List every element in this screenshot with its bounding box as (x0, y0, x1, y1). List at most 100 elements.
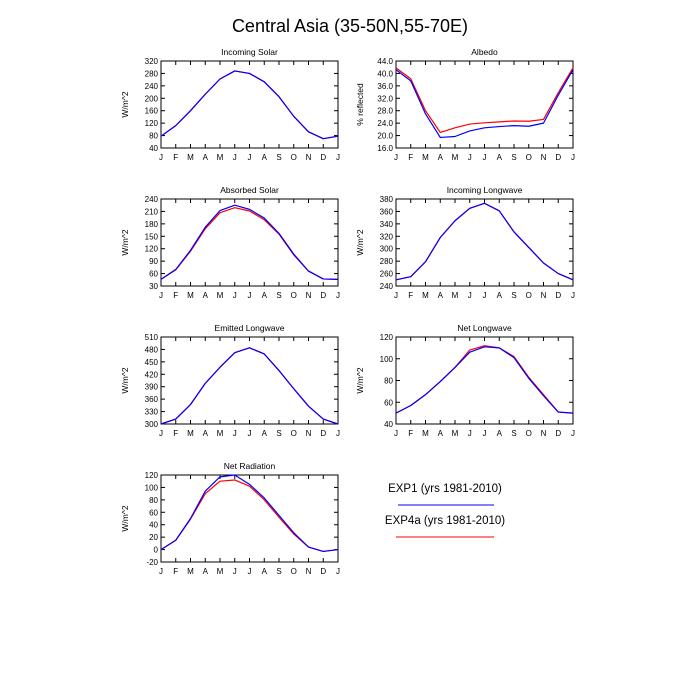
x-tick-label: M (422, 291, 429, 300)
series-line-exp4a (160, 347, 339, 425)
y-axis-label: % reflected (355, 83, 365, 126)
x-tick-label: O (291, 429, 297, 438)
x-tick-label: A (203, 291, 209, 300)
series-line-exp4a (160, 207, 339, 280)
y-tick-label: 480 (145, 345, 159, 354)
y-tick-label: 32.0 (377, 94, 393, 103)
x-tick-label: J (233, 291, 237, 300)
x-tick-label: D (555, 429, 561, 438)
y-tick-label: 28.0 (377, 107, 393, 116)
x-tick-label: J (468, 429, 472, 438)
y-tick-label: 40 (149, 144, 158, 153)
x-tick-label: J (394, 429, 398, 438)
x-tick-label: S (276, 291, 281, 300)
x-tick-label: D (555, 153, 561, 162)
y-tick-label: 360 (380, 207, 394, 216)
x-tick-label: N (541, 153, 547, 162)
y-tick-label: 160 (145, 107, 159, 116)
y-tick-label: 40.0 (377, 69, 393, 78)
y-axis-label: W/m^2 (120, 229, 130, 255)
x-tick-label: O (526, 291, 532, 300)
y-tick-label: 60 (149, 508, 158, 517)
y-tick-label: 330 (145, 408, 159, 417)
x-tick-label: A (262, 429, 268, 438)
y-tick-label: 300 (380, 245, 394, 254)
x-tick-label: N (306, 429, 312, 438)
plot-frame (160, 474, 339, 563)
x-tick-label: F (173, 567, 178, 576)
x-tick-label: J (394, 291, 398, 300)
panel-title: Net Radiation (224, 461, 276, 471)
x-tick-label: N (306, 291, 312, 300)
x-tick-label: A (497, 291, 503, 300)
series-line-exp1 (395, 346, 574, 414)
x-tick-label: J (248, 291, 252, 300)
x-tick-label: M (187, 429, 194, 438)
y-tick-label: 100 (380, 355, 394, 364)
x-tick-label: A (203, 153, 209, 162)
y-tick-label: 450 (145, 358, 159, 367)
y-tick-label: 320 (380, 232, 394, 241)
y-tick-label: 420 (145, 370, 159, 379)
x-tick-label: M (217, 567, 224, 576)
x-tick-label: J (571, 291, 575, 300)
x-tick-label: J (483, 291, 487, 300)
x-tick-label: S (276, 567, 281, 576)
x-tick-label: N (541, 291, 547, 300)
x-tick-label: J (336, 567, 340, 576)
x-tick-label: J (159, 153, 163, 162)
y-tick-label: 240 (145, 195, 159, 204)
y-tick-label: 80 (149, 496, 158, 505)
series-line-exp1 (160, 204, 339, 280)
x-tick-label: A (262, 153, 268, 162)
x-tick-label: J (571, 429, 575, 438)
y-tick-label: 180 (145, 220, 159, 229)
x-tick-label: M (452, 429, 459, 438)
y-tick-label: 0 (154, 546, 159, 555)
x-tick-label: S (276, 429, 281, 438)
y-tick-label: 300 (145, 420, 159, 429)
x-tick-label: A (438, 429, 444, 438)
y-tick-label: 280 (380, 257, 394, 266)
x-tick-label: N (306, 567, 312, 576)
y-tick-label: 44.0 (377, 57, 393, 66)
y-axis-label: W/m^2 (120, 367, 130, 393)
series-line-exp4a (160, 479, 339, 553)
x-tick-label: J (336, 153, 340, 162)
x-tick-label: S (511, 153, 516, 162)
x-tick-label: J (468, 291, 472, 300)
x-tick-label: M (452, 153, 459, 162)
series-line-exp1 (395, 202, 574, 281)
y-tick-label: 150 (145, 232, 159, 241)
series-line-exp1 (160, 474, 339, 553)
panel-title: Absorbed Solar (220, 185, 279, 195)
x-tick-label: D (555, 291, 561, 300)
y-axis-label: W/m^2 (355, 229, 365, 255)
plot-frame (395, 198, 574, 287)
x-tick-label: F (408, 429, 413, 438)
y-axis-label: W/m^2 (120, 505, 130, 531)
x-tick-label: M (422, 153, 429, 162)
x-tick-label: O (291, 153, 297, 162)
legend-label-exp4a: EXP4a (yrs 1981-2010) (385, 515, 505, 527)
x-tick-label: A (262, 291, 268, 300)
plot-frame (160, 336, 339, 425)
x-tick-label: J (394, 153, 398, 162)
y-tick-label: 200 (145, 94, 159, 103)
x-tick-label: F (408, 153, 413, 162)
y-tick-label: 120 (145, 245, 159, 254)
series-line-exp1 (160, 347, 339, 425)
y-axis-label: W/m^2 (120, 91, 130, 117)
panel-title: Incoming Solar (221, 47, 278, 57)
x-tick-label: F (173, 153, 178, 162)
y-tick-label: 240 (380, 282, 394, 291)
x-tick-label: J (336, 429, 340, 438)
x-tick-label: D (320, 567, 326, 576)
y-tick-label: 20.0 (377, 132, 393, 141)
x-tick-label: M (422, 429, 429, 438)
y-tick-label: 120 (145, 471, 159, 480)
